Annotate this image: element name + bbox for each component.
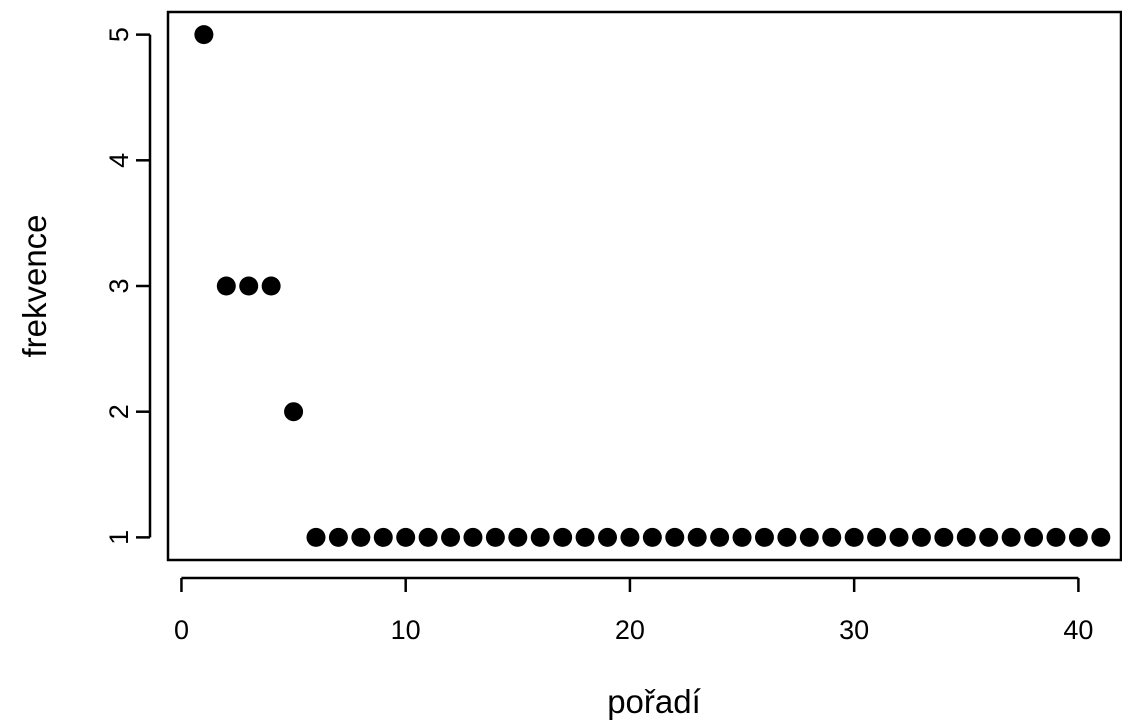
plot-frame <box>166 10 1122 562</box>
data-point <box>777 527 797 547</box>
data-point <box>1046 527 1066 547</box>
data-point <box>1091 527 1111 547</box>
y-tick-label: 3 <box>104 278 134 293</box>
data-point <box>328 527 348 547</box>
data-point <box>665 527 685 547</box>
data-point <box>1024 527 1044 547</box>
x-axis: 0 10 20 30 40 <box>174 576 1093 645</box>
y-tick-label: 5 <box>104 27 134 42</box>
data-point <box>732 527 752 547</box>
data-point <box>956 527 976 547</box>
data-point <box>553 527 573 547</box>
data-point <box>261 276 281 296</box>
data-point <box>194 25 214 45</box>
data-point <box>575 527 595 547</box>
data-point <box>642 527 662 547</box>
x-axis-title: pořadí <box>607 683 701 720</box>
x-tick-label: 20 <box>615 615 645 645</box>
data-point <box>239 276 259 296</box>
data-point <box>441 527 461 547</box>
data-point <box>306 527 326 547</box>
y-tick-label: 2 <box>104 404 134 419</box>
data-point <box>620 527 640 547</box>
data-point <box>911 527 931 547</box>
y-tick-label: 1 <box>104 530 134 545</box>
data-point <box>1068 527 1088 547</box>
data-point <box>799 527 819 547</box>
x-tick-label: 0 <box>174 615 189 645</box>
data-point <box>710 527 730 547</box>
data-point <box>934 527 954 547</box>
data-point <box>530 527 550 547</box>
data-points <box>194 25 1111 547</box>
data-point <box>351 527 371 547</box>
data-point <box>979 527 999 547</box>
data-point <box>687 527 707 547</box>
data-point <box>418 527 438 547</box>
data-point <box>754 527 774 547</box>
data-point <box>508 527 528 547</box>
data-point <box>485 527 505 547</box>
x-tick-label: 10 <box>391 615 421 645</box>
data-point <box>396 527 416 547</box>
data-point <box>822 527 842 547</box>
data-point <box>284 402 304 422</box>
data-point <box>889 527 909 547</box>
data-point <box>463 527 483 547</box>
x-tick-label: 40 <box>1063 615 1093 645</box>
y-axis-title: frekvence <box>16 214 53 357</box>
data-point <box>373 527 393 547</box>
data-point <box>844 527 864 547</box>
data-point <box>216 276 236 296</box>
y-tick-label: 4 <box>104 153 134 168</box>
data-point <box>1001 527 1021 547</box>
x-tick-label: 30 <box>839 615 869 645</box>
data-point <box>867 527 887 547</box>
y-axis: 1 2 3 4 5 <box>104 27 152 545</box>
data-point <box>598 527 618 547</box>
